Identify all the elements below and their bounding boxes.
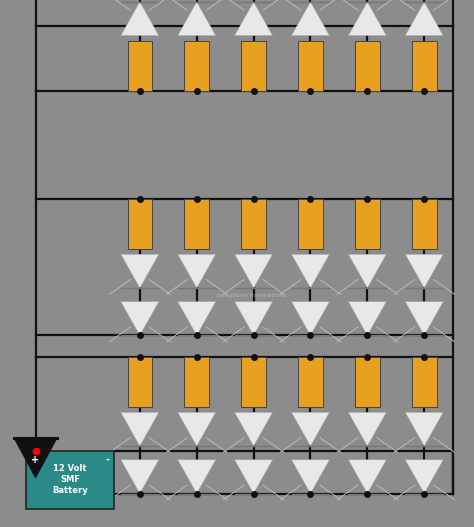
Polygon shape — [405, 412, 443, 446]
FancyBboxPatch shape — [241, 357, 266, 407]
FancyBboxPatch shape — [412, 357, 437, 407]
Polygon shape — [348, 255, 386, 288]
Polygon shape — [121, 255, 159, 288]
Polygon shape — [348, 2, 386, 36]
Text: -: - — [105, 455, 109, 465]
FancyBboxPatch shape — [128, 41, 152, 91]
Polygon shape — [348, 460, 386, 493]
Polygon shape — [178, 301, 216, 336]
Polygon shape — [121, 460, 159, 493]
Polygon shape — [292, 412, 329, 446]
Polygon shape — [292, 2, 329, 36]
FancyBboxPatch shape — [26, 451, 114, 509]
Polygon shape — [235, 2, 273, 36]
Polygon shape — [405, 2, 443, 36]
Polygon shape — [121, 412, 159, 446]
Polygon shape — [235, 412, 273, 446]
FancyBboxPatch shape — [184, 41, 209, 91]
Polygon shape — [121, 301, 159, 336]
FancyBboxPatch shape — [355, 357, 380, 407]
Polygon shape — [405, 255, 443, 288]
FancyBboxPatch shape — [355, 199, 380, 249]
Polygon shape — [292, 255, 329, 288]
FancyBboxPatch shape — [412, 41, 437, 91]
Polygon shape — [348, 301, 386, 336]
FancyBboxPatch shape — [298, 41, 323, 91]
Polygon shape — [178, 255, 216, 288]
FancyBboxPatch shape — [241, 199, 266, 249]
Polygon shape — [292, 301, 329, 336]
Text: 12 Volt
SMF
Battery: 12 Volt SMF Battery — [52, 464, 88, 495]
FancyBboxPatch shape — [128, 357, 152, 407]
Polygon shape — [121, 2, 159, 36]
Polygon shape — [235, 460, 273, 493]
FancyBboxPatch shape — [298, 199, 323, 249]
Polygon shape — [178, 412, 216, 446]
Polygon shape — [405, 460, 443, 493]
FancyBboxPatch shape — [184, 357, 209, 407]
Polygon shape — [178, 2, 216, 36]
Polygon shape — [178, 460, 216, 493]
Text: swagstam innovations: swagstam innovations — [216, 292, 286, 298]
FancyBboxPatch shape — [298, 357, 323, 407]
Polygon shape — [235, 301, 273, 336]
FancyBboxPatch shape — [184, 199, 209, 249]
Polygon shape — [348, 412, 386, 446]
FancyBboxPatch shape — [241, 41, 266, 91]
Polygon shape — [14, 437, 57, 477]
Text: +: + — [31, 455, 39, 465]
Polygon shape — [292, 460, 329, 493]
FancyBboxPatch shape — [128, 199, 152, 249]
FancyBboxPatch shape — [412, 199, 437, 249]
Polygon shape — [405, 301, 443, 336]
FancyBboxPatch shape — [355, 41, 380, 91]
Polygon shape — [235, 255, 273, 288]
